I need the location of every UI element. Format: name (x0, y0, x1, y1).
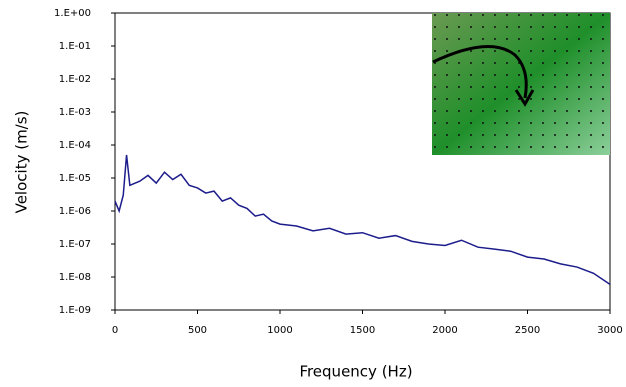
y-tick-label: 1.E-02 (59, 74, 91, 85)
y-tick-label: 1.E-07 (59, 239, 91, 250)
chart: Frequency (Hz) Velocity (m/s) 1.E+00 1.E-… (0, 0, 626, 387)
inset-photo (432, 13, 610, 155)
x-tick-label: 0 (112, 325, 118, 336)
y-tick-label: 1.E-03 (59, 107, 91, 118)
x-tick-label: 500 (188, 325, 207, 336)
y-tick-label: 1.E-08 (59, 272, 91, 283)
y-tick-label: 1.E-09 (59, 305, 91, 316)
x-tick-label: 3000 (597, 325, 622, 336)
x-tick-label: 2000 (432, 325, 457, 336)
y-tick-label: 1.E-05 (59, 173, 91, 184)
x-tick-label: 2500 (515, 325, 540, 336)
y-tick-label: 1.E-04 (59, 140, 91, 151)
y-tick-label: 1.E-06 (59, 206, 91, 217)
x-tick-label: 1000 (267, 325, 292, 336)
y-tick-label: 1.E-01 (59, 41, 91, 52)
y-tick-label: 1.E+00 (54, 8, 91, 19)
x-axis-title: Frequency (Hz) (299, 363, 412, 381)
x-tick-label: 1500 (350, 325, 375, 336)
y-axis-title: Velocity (m/s) (13, 111, 31, 214)
